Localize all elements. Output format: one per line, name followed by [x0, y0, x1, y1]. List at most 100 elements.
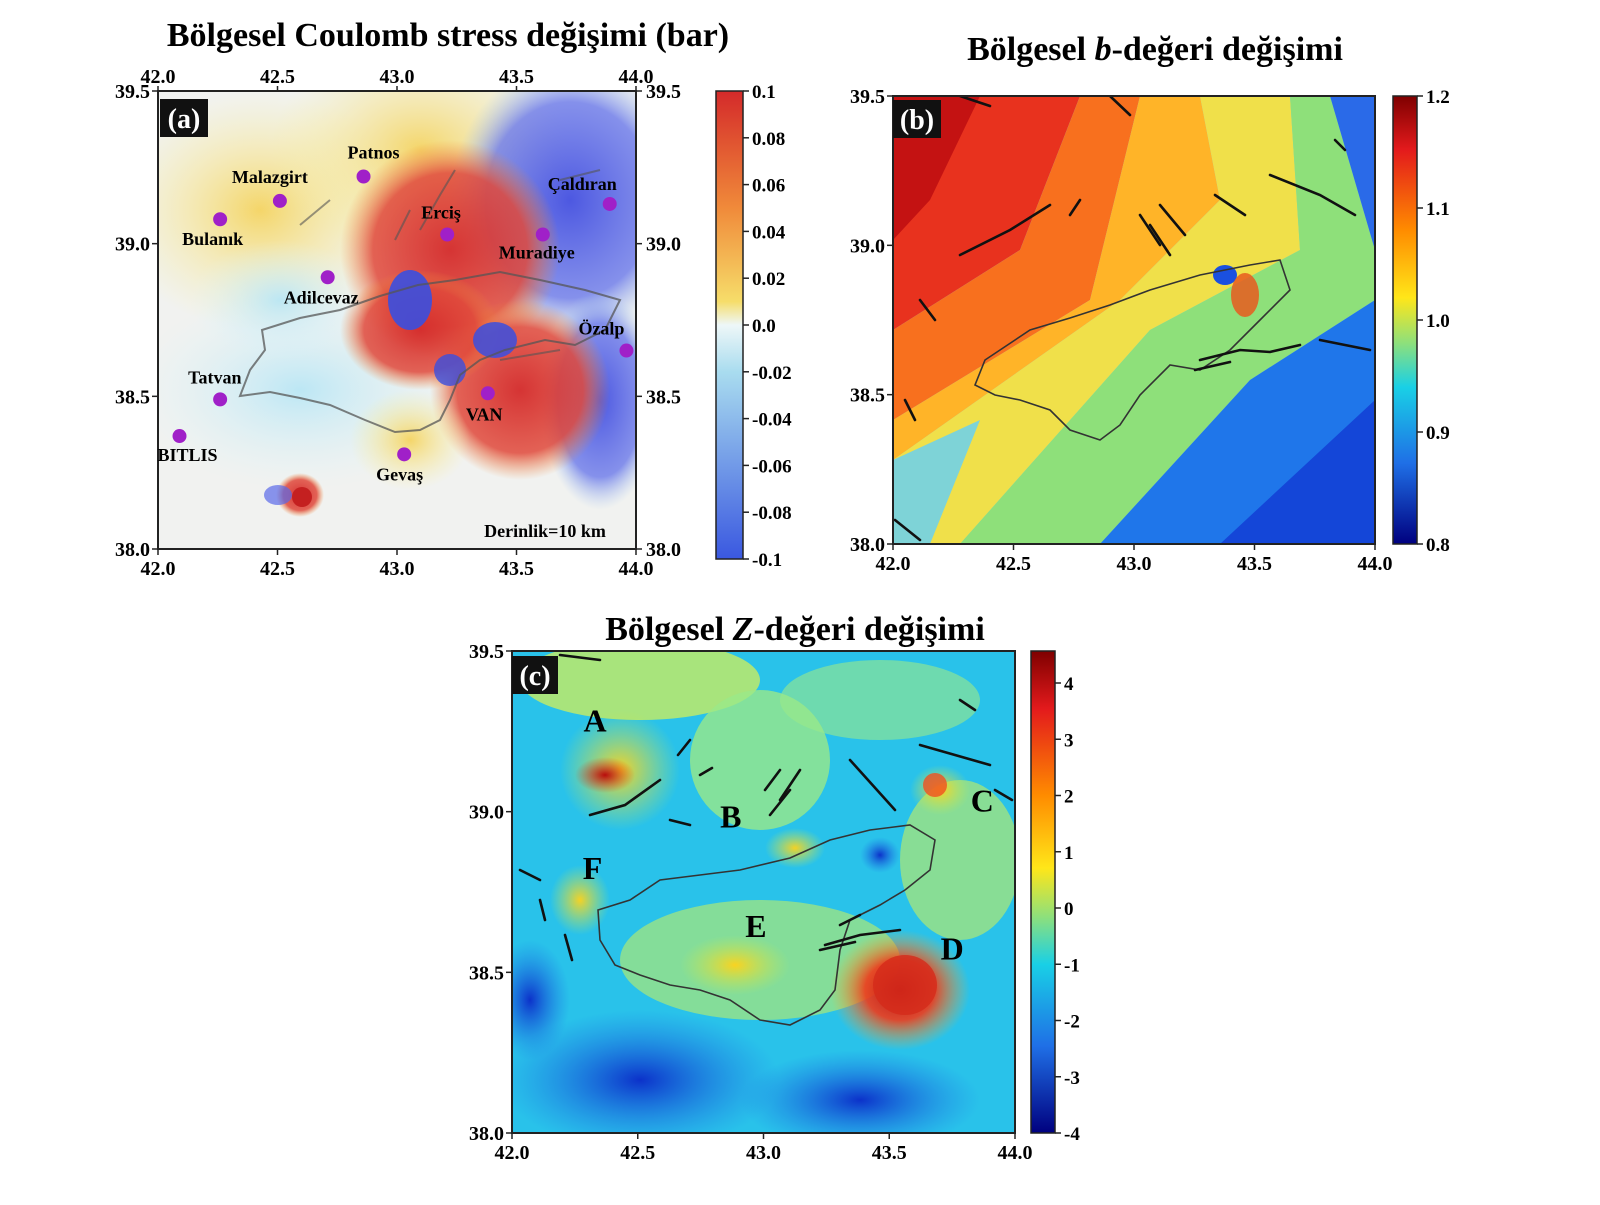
zone-label: C: [971, 783, 994, 819]
city-marker: [619, 343, 634, 358]
zone-label: B: [720, 799, 741, 835]
panel-a-map: [158, 91, 636, 549]
city-label: Muradiye: [499, 243, 575, 263]
lon-tick-label: 43.0: [380, 558, 415, 580]
lon-tick-label-top: 43.0: [380, 66, 415, 88]
colorbar-tick-label: -2: [1064, 1012, 1080, 1033]
colorbar-tick-label: 0.8: [1426, 535, 1450, 556]
city-label: Tatvan: [188, 367, 241, 387]
lon-tick-label: 42.5: [260, 558, 295, 580]
lon-tick-label-top: 43.5: [499, 66, 534, 88]
lat-tick-label: 38.5: [850, 385, 885, 407]
colorbar-tick-label: -3: [1064, 1068, 1080, 1089]
city-marker: [213, 392, 228, 407]
svg-text:(a): (a): [168, 104, 201, 135]
colorbar-tick-label: 0.06: [752, 176, 785, 197]
lon-tick-label: 43.0: [1117, 553, 1152, 575]
panel-c-title: Bölgesel Z-değeri değişimi: [605, 611, 985, 648]
lon-tick-label: 44.0: [1358, 553, 1393, 575]
city-marker: [213, 212, 228, 227]
panel-c-colorbar: 4 3 2 1 0 -1 -2 -3 -4: [1030, 650, 1080, 1145]
lat-tick-label: 38.0: [115, 539, 150, 561]
colorbar-tick-label: -0.02: [752, 363, 792, 384]
lat-tick-label-right: 38.0: [646, 539, 681, 561]
city-label: Malazgirt: [232, 167, 308, 187]
lon-tick-label: 42.5: [620, 1142, 655, 1164]
lat-tick-label-right: 38.5: [646, 386, 681, 408]
colorbar-tick-label: 0: [1064, 899, 1074, 920]
colorbar-tick-label: -0.04: [752, 410, 792, 431]
lat-tick-label: 39.5: [850, 86, 885, 108]
zone-label: F: [583, 850, 603, 886]
panel-c-map: [512, 651, 1015, 1133]
colorbar-tick-label: -0.08: [752, 503, 792, 524]
lon-tick-label: 43.5: [872, 1142, 907, 1164]
panel-a-cities: Patnos Malazgirt Çaldıran Bulanık Erciş Murad…: [158, 142, 634, 484]
lon-tick-label: 42.0: [495, 1142, 530, 1164]
colorbar-tick-label: 1: [1064, 843, 1074, 864]
depth-note: Derinlik=10 km: [484, 521, 606, 541]
lat-tick-label: 38.5: [469, 962, 504, 984]
lon-tick-label-top: 42.0: [141, 66, 176, 88]
lon-tick-label-top: 42.5: [260, 66, 295, 88]
colorbar-tick-label: -4: [1064, 1124, 1080, 1145]
city-marker: [397, 447, 412, 462]
lat-tick-label: 39.5: [469, 641, 504, 663]
lon-tick-label: 43.0: [746, 1142, 781, 1164]
colorbar-tick-label: 0.08: [752, 129, 785, 150]
city-marker: [320, 270, 335, 285]
city-marker: [172, 429, 187, 444]
colorbar-tick-label: 3: [1064, 730, 1074, 751]
panel-b-axes: 42.0 42.5 43.0 43.5 44.0 39.5 39.0 38.5 38.0: [850, 86, 1393, 575]
colorbar-tick-label: -1: [1064, 955, 1080, 976]
lat-tick-label: 39.0: [469, 802, 504, 824]
city-label: Adilcevaz: [284, 287, 359, 307]
colorbar-tick-label: -0.1: [752, 550, 782, 571]
zone-label: D: [941, 930, 964, 966]
panel-a-tag: (a): [160, 99, 208, 137]
colorbar-tick-label: 0.02: [752, 269, 785, 290]
lat-tick-label: 39.0: [850, 235, 885, 257]
lat-tick-label: 38.0: [469, 1123, 504, 1145]
colorbar-tick-label: 0.9: [1426, 423, 1450, 444]
city-marker: [602, 196, 617, 211]
lon-tick-label: 42.0: [876, 553, 911, 575]
city-label: BITLIS: [158, 445, 218, 465]
city-label: Erciş: [421, 203, 461, 223]
panel-b-colorbar: 1.2 1.1 1.0 0.9 0.8: [1392, 87, 1450, 556]
lat-tick-label-right: 39.5: [646, 81, 681, 103]
panel-b-tag: (b): [893, 100, 941, 138]
city-label: Patnos: [348, 142, 400, 162]
colorbar-tick-label: 1.2: [1426, 87, 1450, 108]
colorbar-tick-label: 0.04: [752, 222, 786, 243]
city-label: Özalp: [578, 319, 624, 339]
city-label: Gevaş: [376, 464, 423, 484]
lat-tick-label: 38.0: [850, 534, 885, 556]
lat-tick-label: 38.5: [115, 386, 150, 408]
panel-b: Bölgesel b-değeri değişimi: [850, 31, 1450, 575]
city-marker: [535, 227, 550, 242]
city-label: Bulanık: [182, 229, 243, 249]
panel-b-title: Bölgesel b-değeri değişimi: [967, 31, 1343, 68]
panel-a-colorbar: 0.1 0.08 0.06 0.04 0.02 0.0 -0.02 -0.04 -0.06 -0.…: [715, 82, 792, 571]
city-marker: [440, 227, 455, 242]
lat-tick-label: 39.5: [115, 81, 150, 103]
zone-label: E: [745, 908, 766, 944]
lon-tick-label: 42.5: [996, 553, 1031, 575]
colorbar-tick-label: 1.1: [1426, 199, 1450, 220]
lat-tick-label: 39.0: [115, 234, 150, 256]
svg-text:(c): (c): [519, 661, 550, 692]
city-label: Çaldıran: [548, 174, 617, 194]
colorbar-tick-label: 0.1: [752, 82, 776, 103]
panel-c: Bölgesel Z-değeri değişimi: [469, 611, 1080, 1164]
city-marker: [480, 386, 495, 401]
svg-text:(b): (b): [900, 105, 934, 136]
panel-a: Bölgesel Coulomb stress değişimi (bar): [115, 17, 792, 580]
lon-tick-label: 44.0: [998, 1142, 1033, 1164]
city-marker: [272, 193, 287, 208]
colorbar-tick-label: -0.06: [752, 456, 792, 477]
lon-tick-label-top: 44.0: [619, 66, 654, 88]
lon-tick-label: 44.0: [619, 558, 654, 580]
panel-a-axes: 42.0 42.0 42.5 42.5 43.0 43.0 43.5 43.5 44.0 44.0…: [115, 66, 681, 580]
